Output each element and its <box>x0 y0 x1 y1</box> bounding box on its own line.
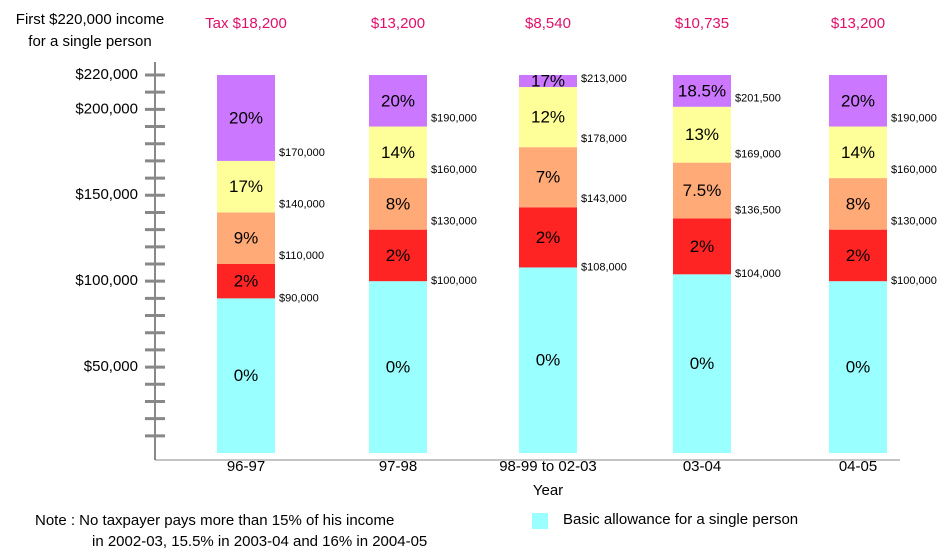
y-tick-label: $50,000 <box>84 358 138 375</box>
boundary-label: $201,500 <box>735 93 781 105</box>
x-axis-label: Year <box>533 482 563 499</box>
bar-segment <box>829 229 887 282</box>
legend-label: Basic allowance for a single person <box>563 511 798 528</box>
bar-segment <box>673 274 731 453</box>
boundary-label: $130,000 <box>431 216 477 228</box>
bar-segment <box>829 126 887 179</box>
rate-label: 2% <box>386 246 411 265</box>
bar-segment <box>673 75 731 107</box>
y-axis-label: for a single person <box>28 33 151 50</box>
bar-segment <box>519 75 577 88</box>
boundary-label: $90,000 <box>279 292 319 304</box>
rate-label: 14% <box>381 143 415 162</box>
boundary-label: $190,000 <box>891 112 937 124</box>
boundary-label: $100,000 <box>431 275 477 287</box>
rate-label: 2% <box>234 272 259 291</box>
bar-segment <box>369 178 427 230</box>
boundary-label: $170,000 <box>279 147 325 159</box>
x-tick-label: 03-04 <box>683 458 721 475</box>
rate-label: 9% <box>234 229 259 248</box>
boundary-label: $160,000 <box>891 164 937 176</box>
bar-segment <box>673 218 731 275</box>
rate-label: 17% <box>229 177 263 196</box>
y-axis-label: First $220,000 income <box>16 11 164 28</box>
tax-label: Tax $18,200 <box>205 15 287 32</box>
bar-segment <box>217 264 275 299</box>
y-tick-label: $200,000 <box>75 100 138 117</box>
bar-segment <box>369 281 427 453</box>
bar-segment <box>519 147 577 208</box>
rate-label: 14% <box>841 143 875 162</box>
boundary-label: $130,000 <box>891 216 937 228</box>
boundary-label: $110,000 <box>279 250 324 262</box>
rate-label: 8% <box>386 194 411 213</box>
bar-segment <box>519 267 577 453</box>
rate-label: 20% <box>841 91 875 110</box>
boundary-label: $108,000 <box>581 261 627 273</box>
rate-label: 18.5% <box>678 81 726 100</box>
boundary-label: $190,000 <box>431 112 477 124</box>
rate-label: 2% <box>846 246 871 265</box>
bar-segment <box>829 178 887 230</box>
rate-label: 12% <box>531 108 565 127</box>
boundary-label: $104,000 <box>735 268 781 280</box>
bar-segment <box>673 162 731 219</box>
bar-segment <box>519 207 577 268</box>
rate-label: 0% <box>234 366 259 385</box>
rate-label: 7.5% <box>683 181 722 200</box>
bar-segment <box>369 126 427 179</box>
bar-segment <box>369 229 427 282</box>
rate-label: 8% <box>846 194 871 213</box>
boundary-label: $160,000 <box>431 164 477 176</box>
tax-label: $10,735 <box>675 15 729 32</box>
rate-label: 17% <box>531 71 565 90</box>
bar-segment <box>217 298 275 453</box>
bar-segment <box>673 106 731 163</box>
boundary-label: $140,000 <box>279 198 325 210</box>
x-tick-label: 98-99 to 02-03 <box>499 458 597 475</box>
boundary-label: $143,000 <box>581 193 627 205</box>
y-tick-label: $100,000 <box>75 272 138 289</box>
note: in 2002-03, 15.5% in 2003-04 and 16% in … <box>92 533 427 550</box>
y-tick-label: $150,000 <box>75 186 138 203</box>
y-tick-label: $220,000 <box>75 66 138 83</box>
rate-label: 0% <box>690 354 715 373</box>
tax-label: $8,540 <box>525 15 571 32</box>
boundary-label: $213,000 <box>581 73 627 85</box>
rate-label: 2% <box>536 228 561 247</box>
boundary-label: $100,000 <box>891 275 937 287</box>
boundary-label: $136,500 <box>735 204 781 216</box>
x-tick-label: 97-98 <box>379 458 417 475</box>
bar-segment <box>829 75 887 127</box>
boundary-label: $169,000 <box>735 149 781 161</box>
rate-label: 13% <box>685 125 719 144</box>
tax-label: $13,200 <box>831 15 885 32</box>
bar-segment <box>217 212 275 264</box>
rate-label: 0% <box>536 351 561 370</box>
rate-label: 7% <box>536 168 561 187</box>
rate-label: 20% <box>381 91 415 110</box>
boundary-label: $178,000 <box>581 133 627 145</box>
rate-label: 20% <box>229 108 263 127</box>
bar-segment <box>519 87 577 148</box>
legend-swatch <box>532 513 548 529</box>
bar-segment <box>369 75 427 127</box>
bar-segment <box>217 160 275 213</box>
bar-segment <box>829 281 887 453</box>
rate-label: 0% <box>386 358 411 377</box>
bar-segment <box>217 75 275 161</box>
rate-label: 2% <box>690 237 715 256</box>
x-tick-label: 96-97 <box>227 458 265 475</box>
x-tick-label: 04-05 <box>839 458 877 475</box>
tax-label: $13,200 <box>371 15 425 32</box>
note: Note : No taxpayer pays more than 15% of… <box>35 512 394 529</box>
rate-label: 0% <box>846 358 871 377</box>
